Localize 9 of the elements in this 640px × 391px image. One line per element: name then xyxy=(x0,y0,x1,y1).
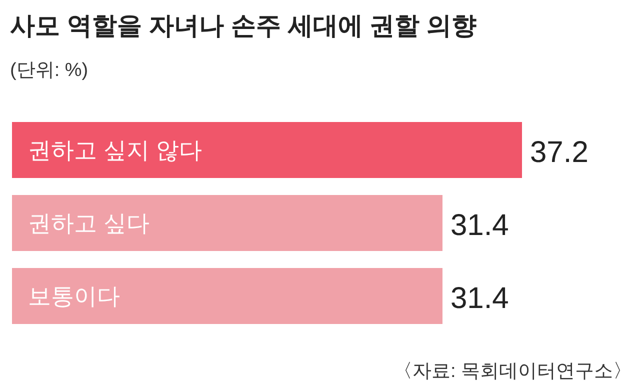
chart-subtitle: (단위: %) xyxy=(10,60,88,81)
chart-title: 사모 역할을 자녀나 손주 세대에 권할 의향 xyxy=(10,12,477,40)
data-label: 37.2 xyxy=(530,136,588,169)
y-tick-label: 보통이다 xyxy=(28,283,120,309)
data-label: 31.4 xyxy=(450,209,509,242)
data-label: 31.4 xyxy=(450,282,509,315)
y-tick-label: 권하고 싶지 않다 xyxy=(28,137,202,163)
text: 〈자료: 목회데이터연구소〉 xyxy=(393,361,632,382)
y-tick-label: 권하고 싶다 xyxy=(28,210,150,236)
